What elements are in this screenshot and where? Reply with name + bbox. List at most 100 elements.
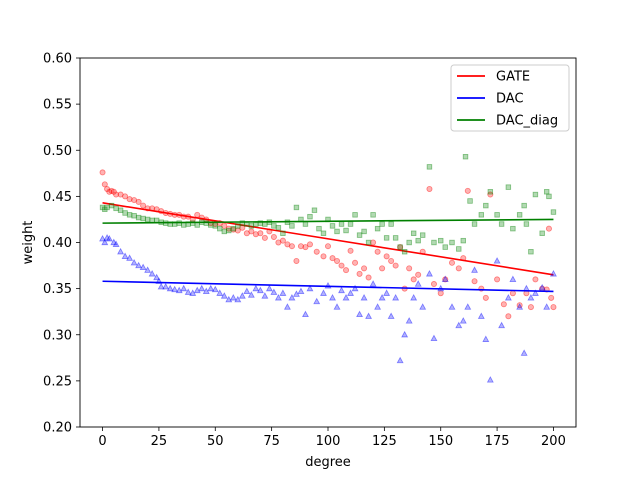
data-point — [220, 292, 228, 299]
data-point — [122, 210, 128, 216]
data-point — [520, 349, 528, 356]
data-point — [527, 304, 534, 311]
data-point — [130, 258, 138, 266]
data-point — [104, 204, 110, 211]
data-point — [333, 303, 341, 310]
data-point — [550, 209, 557, 215]
data-point — [374, 303, 382, 310]
y-tick-label: 0.50 — [43, 144, 72, 159]
data-point — [329, 255, 336, 262]
data-point — [148, 270, 156, 277]
data-point — [334, 228, 340, 235]
data-point — [217, 225, 223, 232]
data-point — [493, 257, 501, 264]
data-point — [494, 212, 500, 218]
data-point — [401, 330, 409, 338]
data-point — [464, 187, 471, 194]
data-point — [543, 303, 551, 310]
data-point — [510, 225, 516, 232]
trend-line-gate — [102, 202, 554, 276]
data-point — [302, 244, 309, 251]
data-point — [392, 235, 399, 241]
data-point — [238, 292, 246, 299]
data-point — [365, 312, 373, 319]
data-point — [144, 216, 151, 223]
data-point — [383, 235, 390, 241]
data-point — [226, 227, 232, 234]
data-point — [189, 289, 197, 296]
data-point — [271, 223, 277, 229]
data-point — [356, 310, 364, 318]
data-point — [211, 285, 219, 293]
data-point — [500, 301, 507, 308]
data-point — [343, 267, 350, 274]
data-point — [543, 189, 550, 195]
data-point — [405, 317, 413, 324]
data-point — [487, 189, 494, 195]
data-point — [289, 223, 295, 229]
data-point — [297, 243, 304, 250]
x-tick-label: 200 — [541, 434, 566, 449]
data-point — [388, 221, 394, 227]
data-point — [202, 287, 210, 294]
data-point — [438, 237, 444, 244]
data-point — [121, 252, 129, 259]
data-point — [184, 288, 192, 295]
legend-box — [450, 64, 570, 132]
y-axis-label: weight — [21, 221, 36, 265]
data-point — [284, 241, 291, 248]
data-point — [307, 213, 313, 220]
data-point — [356, 270, 363, 277]
data-point — [243, 230, 250, 237]
data-point — [351, 284, 359, 292]
data-point — [105, 234, 113, 242]
data-point — [110, 188, 117, 195]
data-point — [448, 303, 456, 310]
data-point — [487, 191, 494, 198]
data-point — [283, 303, 291, 310]
data-point — [343, 227, 349, 234]
data-point — [548, 294, 555, 301]
series-dac — [99, 234, 557, 383]
x-tick-label: 0 — [98, 434, 106, 449]
data-point — [279, 289, 287, 296]
data-point — [135, 261, 143, 269]
data-point — [144, 266, 152, 273]
data-point — [338, 262, 345, 269]
data-point — [441, 275, 449, 283]
data-point — [482, 294, 489, 301]
data-point — [157, 282, 165, 290]
data-point — [329, 294, 336, 301]
data-point — [396, 356, 404, 364]
data-point — [261, 292, 269, 299]
x-axis-label: degree — [305, 455, 351, 470]
data-point — [460, 237, 466, 244]
data-point — [365, 274, 372, 281]
data-point — [532, 191, 539, 198]
data-point — [464, 303, 472, 310]
series-dac-diag — [99, 154, 557, 255]
data-point — [538, 283, 546, 291]
data-point — [430, 334, 438, 342]
data-point — [279, 237, 286, 244]
data-point — [208, 222, 214, 228]
plot-area — [99, 154, 557, 383]
data-point — [301, 310, 309, 318]
y-tick-label: 0.60 — [43, 52, 72, 67]
data-point — [431, 239, 437, 246]
trend-line-dac-diag — [102, 218, 554, 224]
data-point — [347, 289, 355, 296]
data-point — [410, 276, 417, 283]
data-point — [221, 228, 227, 235]
data-point — [198, 284, 206, 292]
data-point — [256, 286, 264, 294]
data-point — [338, 286, 345, 294]
data-point — [455, 265, 462, 272]
legend: GATE DAC DAC_diag — [450, 64, 570, 132]
data-point — [117, 191, 124, 198]
data-point — [99, 234, 107, 242]
data-point — [270, 233, 277, 240]
data-point — [203, 220, 209, 226]
data-point — [275, 239, 282, 246]
data-point — [106, 188, 113, 195]
